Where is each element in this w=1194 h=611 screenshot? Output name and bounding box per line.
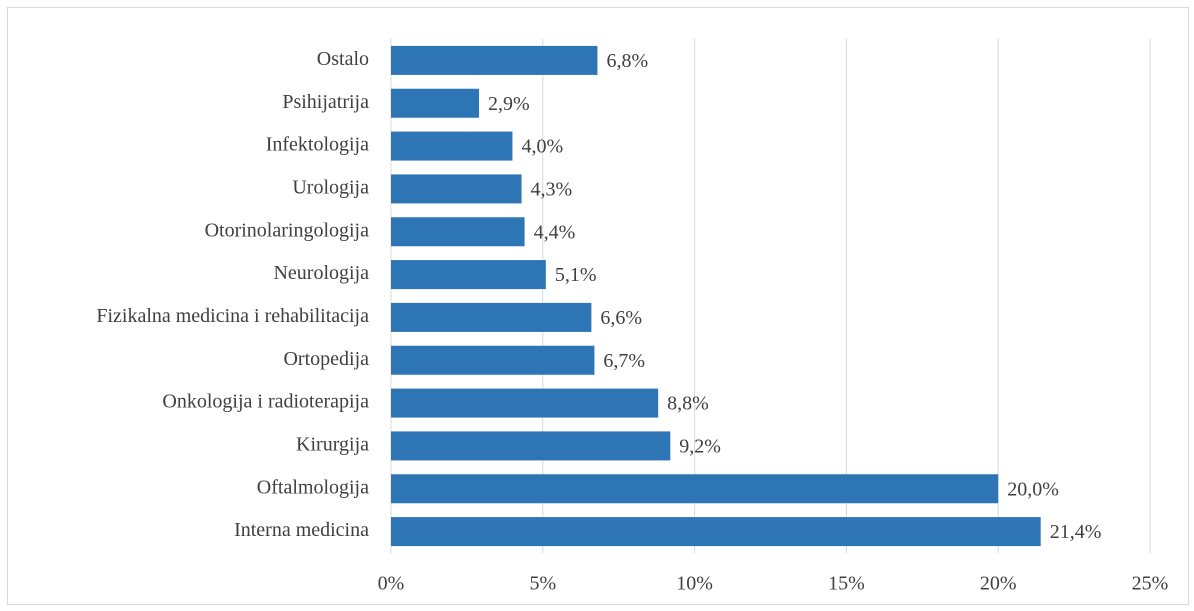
x-tick-label: 15% [828,573,865,595]
x-tick-label: 0% [378,573,405,595]
data-label: 6,6% [600,307,642,329]
y-tick-label: Urologija [292,177,369,199]
y-tick-label: Ostalo [317,48,369,70]
data-label: 6,8% [606,50,648,72]
bar [391,260,546,290]
data-label: 9,2% [679,436,721,458]
data-label: 4,3% [531,179,573,201]
y-tick-label: Fizikalna medicina i rehabilitacija [96,305,369,327]
data-label: 8,8% [667,393,709,415]
data-label: 4,4% [534,221,576,243]
y-tick-label: Onkologija i radioterapija [162,391,369,413]
bar [391,302,592,332]
bar [391,174,522,204]
bar [391,217,525,247]
x-tick-label: 20% [980,573,1017,595]
bar [391,517,1041,547]
x-tick-label: 5% [529,573,556,595]
data-label: 6,7% [603,350,645,372]
chart-frame [7,7,1189,605]
bar [391,88,480,118]
bar [391,431,671,461]
y-tick-label: Psihijatrija [282,91,369,113]
bar [391,45,598,75]
y-tick-label: Interna medicina [234,519,369,541]
y-tick-label: Infektologija [266,134,369,156]
bar [391,345,595,375]
data-label: 20,0% [1007,478,1059,500]
data-label: 4,0% [521,136,563,158]
y-tick-label: Otorinolaringologija [205,219,370,241]
y-tick-label: Ortopedija [283,348,369,370]
y-tick-label: Neurologija [273,262,369,284]
data-label: 21,4% [1050,521,1102,543]
x-tick-label: 25% [1132,573,1169,595]
bar [391,131,513,161]
bar [391,388,659,418]
bar [391,474,999,504]
y-tick-label: Oftalmologija [257,476,369,498]
data-label: 2,9% [488,93,530,115]
x-tick-label: 10% [676,573,713,595]
data-label: 5,1% [555,264,597,286]
y-tick-label: Kirurgija [296,434,369,456]
